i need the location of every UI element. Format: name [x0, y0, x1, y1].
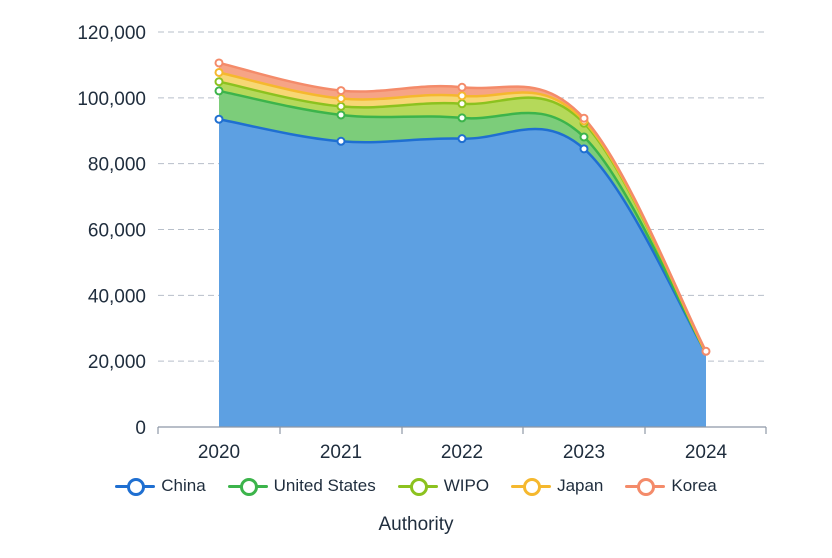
legend-item-japan[interactable]: Japan: [511, 476, 603, 496]
legend-item-united-states[interactable]: United States: [228, 476, 376, 496]
data-point[interactable]: [216, 69, 223, 76]
x-tick-label: 2020: [198, 442, 240, 463]
y-tick-label: 0: [135, 418, 146, 439]
legend-marker-icon: [398, 478, 438, 494]
x-tick-label: 2023: [563, 442, 605, 463]
data-point[interactable]: [703, 348, 710, 355]
data-point[interactable]: [459, 84, 466, 91]
x-axis-title: Authority: [0, 514, 832, 536]
legend-marker-icon: [625, 478, 665, 494]
legend-label: China: [161, 476, 205, 496]
data-point[interactable]: [338, 138, 345, 145]
legend-label: Japan: [557, 476, 603, 496]
legend-marker-icon: [115, 478, 155, 494]
legend-label: Korea: [671, 476, 716, 496]
y-tick-label: 120,000: [77, 23, 146, 44]
data-point[interactable]: [216, 59, 223, 66]
y-tick-label: 80,000: [88, 155, 146, 176]
y-tick-label: 20,000: [88, 352, 146, 373]
data-point[interactable]: [216, 87, 223, 94]
legend-label: WIPO: [444, 476, 489, 496]
y-axis-tick-labels: 0 20,000 40,000 60,000 80,000 100,000 120,000: [77, 23, 146, 439]
legend-label: United States: [274, 476, 376, 496]
legend-item-wipo[interactable]: WIPO: [398, 476, 489, 496]
data-point[interactable]: [581, 145, 588, 152]
legend-item-china[interactable]: China: [115, 476, 205, 496]
data-point[interactable]: [581, 115, 588, 122]
data-point[interactable]: [459, 114, 466, 121]
data-point[interactable]: [581, 134, 588, 141]
stacked-area-chart: 020,00040,00060,00080,000100,000120,000 …: [0, 0, 832, 470]
area-china: [219, 119, 706, 427]
data-point[interactable]: [459, 100, 466, 107]
legend-marker-icon: [228, 478, 268, 494]
x-tick-label: 2022: [441, 442, 483, 463]
data-point[interactable]: [338, 103, 345, 110]
data-point[interactable]: [216, 116, 223, 123]
data-point[interactable]: [459, 135, 466, 142]
data-point[interactable]: [338, 87, 345, 94]
axes: [158, 427, 766, 434]
legend-marker-icon: [511, 478, 551, 494]
legend: China United States WIPO Japan Korea: [0, 476, 832, 496]
data-point[interactable]: [459, 92, 466, 99]
data-point[interactable]: [216, 78, 223, 85]
y-tick-label: 40,000: [88, 286, 146, 307]
y-tick-label: 60,000: [88, 221, 146, 242]
legend-item-korea[interactable]: Korea: [625, 476, 716, 496]
x-tick-label: 2021: [320, 442, 362, 463]
data-point[interactable]: [338, 111, 345, 118]
x-axis-tick-labels: 2020 2021 2022 2023 2024: [198, 442, 728, 463]
x-tick-label: 2024: [685, 442, 728, 463]
data-point[interactable]: [338, 95, 345, 102]
y-tick-label: 100,000: [77, 89, 146, 110]
